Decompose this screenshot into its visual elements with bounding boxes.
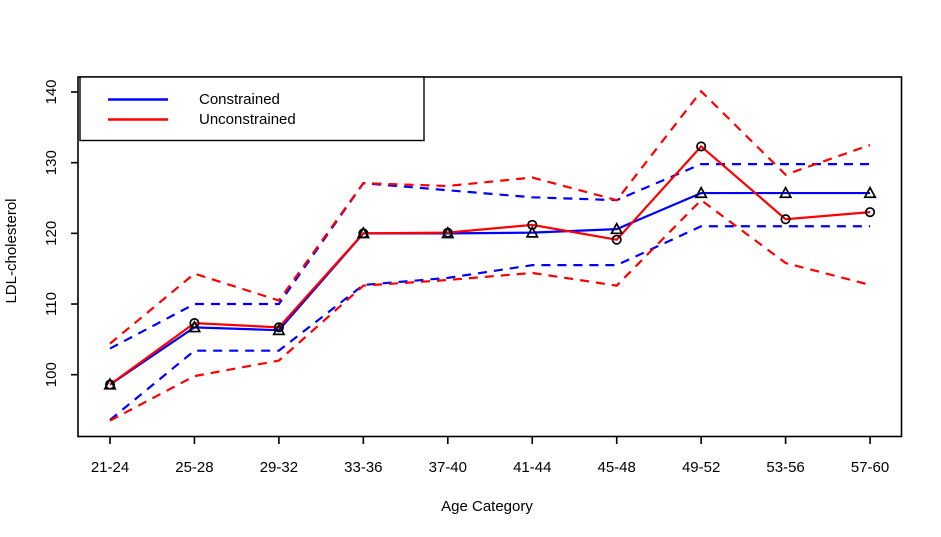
unconstrained-marker-circle	[696, 141, 707, 152]
legend-label-unconstrained: Unconstrained	[199, 111, 296, 128]
plot-box	[77, 76, 903, 438]
series-unconstrained-lower-band-line	[109, 198, 871, 422]
legend: Constrained Unconstrained	[79, 76, 425, 142]
y-axis-tick-label: 100	[43, 362, 60, 387]
x-axis-tick-label: 53-56	[766, 459, 804, 476]
series-unconstrained-upper-band-line	[109, 89, 871, 345]
unconstrained-marker-circle	[527, 219, 538, 230]
constrained-marker-triangle	[863, 185, 877, 199]
x-axis-tick-label: 41-44	[513, 459, 551, 476]
x-axis-tick-label: 57-60	[851, 459, 889, 476]
constrained-marker-triangle	[525, 225, 539, 238]
unconstrained-marker-circle	[189, 318, 200, 329]
x-axis-tick-label: 33-36	[344, 459, 382, 476]
x-axis-title: Age Category	[441, 498, 533, 515]
unconstrained-marker-circle	[864, 207, 876, 218]
y-axis-title: LDL-cholesterol	[3, 198, 20, 303]
constrained-marker-triangle	[694, 185, 708, 199]
y-axis-tick-label: 120	[43, 221, 60, 246]
constrained-marker-triangle	[187, 320, 202, 333]
series-unconstrained-line	[109, 144, 871, 386]
series-constrained-lower-band-line	[109, 225, 871, 421]
series-constrained-line	[109, 191, 871, 386]
constrained-marker-triangle	[610, 221, 624, 235]
series-constrained-upper-band-line	[109, 162, 871, 350]
x-axis-tick-label: 21-24	[91, 459, 129, 476]
constrained-marker-triangle	[778, 185, 793, 199]
x-axis-tick-label: 25-28	[175, 459, 213, 476]
y-axis-tick-label: 140	[43, 79, 60, 104]
constrained-marker-triangle	[272, 322, 286, 336]
x-axis-tick-label: 37-40	[429, 459, 467, 476]
x-axis-tick-label: 29-32	[260, 459, 298, 476]
x-axis-tick-label: 45-48	[598, 459, 636, 476]
legend-box	[79, 76, 425, 142]
x-axis-tick-label: 49-52	[682, 459, 720, 476]
constrained-marker-triangle	[356, 226, 370, 239]
constrained-marker-triangle	[441, 226, 455, 239]
unconstrained-marker-circle	[611, 234, 622, 245]
y-axis-tick-label: 110	[43, 292, 60, 316]
y-axis-tick-label: 130	[43, 150, 60, 175]
unconstrained-marker-circle	[780, 214, 791, 225]
legend-label-constrained: Constrained	[199, 91, 280, 108]
constrained-marker-triangle	[103, 377, 117, 390]
